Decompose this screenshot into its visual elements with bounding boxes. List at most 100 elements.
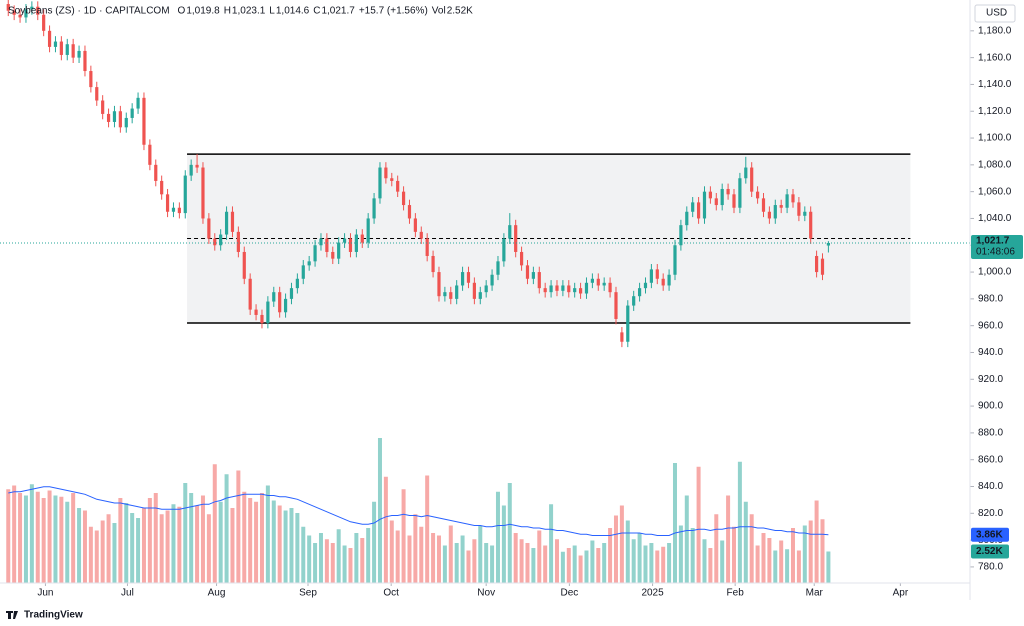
y-tick-label: 960.0	[978, 320, 1003, 331]
candle-body	[130, 108, 134, 118]
volume-bar	[6, 489, 11, 583]
candle-body	[455, 285, 459, 299]
volume-bar	[826, 551, 831, 583]
volume-bar	[501, 505, 506, 583]
volume-bar	[29, 484, 34, 583]
volume-bar	[490, 545, 495, 583]
candle-body	[655, 269, 659, 279]
candle-body	[342, 238, 347, 243]
volume-bar	[796, 550, 801, 583]
candle-body	[791, 194, 795, 203]
candle-body	[755, 191, 760, 199]
volume-bar	[608, 528, 613, 583]
volume-bar	[295, 513, 300, 583]
y-tick-label: 1,080.0	[978, 159, 1012, 170]
candle-body	[30, 6, 34, 10]
volume-bar	[749, 514, 754, 583]
legend-value: 1,014.6	[276, 6, 310, 17]
candle-body	[419, 231, 423, 239]
candle-body	[561, 285, 565, 291]
currency: USD	[986, 8, 1007, 19]
volume-bar	[372, 501, 377, 583]
volume-bar	[619, 505, 624, 583]
candle-body	[83, 50, 87, 72]
volume-bar	[543, 545, 548, 583]
candle-body	[673, 245, 677, 275]
volume-bar	[554, 539, 559, 583]
volume-bar	[354, 533, 359, 583]
volume-bar	[407, 535, 412, 583]
candle-body	[154, 164, 158, 181]
volume-bar	[118, 498, 123, 583]
volume-bar	[360, 538, 365, 583]
legend-key: H	[224, 6, 231, 17]
candle-body	[71, 44, 75, 58]
x-tick-label: Jun	[37, 588, 53, 599]
volume-bar	[513, 533, 518, 583]
volume-bar	[442, 545, 447, 583]
legend-value: 1,021.7	[321, 6, 355, 17]
volume-bar	[720, 540, 725, 583]
candle-body	[820, 258, 825, 275]
volume-bar	[678, 525, 683, 583]
volume-bar	[336, 529, 341, 583]
y-tick-label: 1,000.0	[978, 267, 1012, 278]
volume-bar	[171, 504, 176, 583]
volume-bar	[560, 551, 565, 583]
candle-body	[573, 288, 577, 293]
candle-body	[213, 238, 217, 246]
candle-body	[396, 180, 400, 192]
logo: TradingView	[24, 610, 83, 621]
volume-bar	[484, 543, 489, 583]
candle-body	[278, 292, 282, 313]
ma-label: 3.86K	[976, 529, 1003, 540]
volume-bar	[183, 483, 188, 583]
candle-body	[53, 41, 58, 47]
candle-body	[195, 164, 199, 168]
volume-bar	[200, 495, 205, 583]
volume-bar	[702, 539, 707, 583]
x-tick-label: Dec	[560, 588, 578, 599]
volume-label: 2.52K	[976, 546, 1003, 557]
volume-bar	[242, 491, 247, 583]
candle-body	[295, 278, 299, 289]
ma-tag	[971, 527, 1009, 542]
volume-bar	[478, 525, 483, 583]
candle-body	[89, 71, 93, 88]
currency-box[interactable]	[974, 4, 1016, 23]
volume-bar	[283, 510, 288, 583]
volume-bar	[47, 490, 52, 583]
candle-body	[124, 117, 128, 128]
candle-body	[42, 14, 46, 31]
candle-body	[596, 278, 600, 286]
candle-body	[12, 10, 16, 15]
volume-bar	[153, 493, 158, 583]
volume-bar	[206, 514, 211, 583]
candle-body	[761, 198, 766, 212]
volume-bar	[53, 495, 58, 583]
volume-bar	[613, 515, 618, 583]
candle-body	[814, 255, 819, 273]
volume-bar	[383, 476, 388, 583]
volume-bar	[141, 508, 146, 583]
candle-body	[478, 292, 482, 299]
candle-body	[390, 178, 394, 181]
volume-bar	[23, 495, 28, 583]
candle-body	[779, 205, 783, 208]
volume-bar	[106, 514, 111, 583]
candle-body	[101, 100, 105, 114]
candle-body	[578, 288, 583, 294]
volume-bar	[18, 493, 23, 583]
candle-body	[136, 97, 140, 109]
volume-bar	[519, 539, 524, 583]
candle-body	[696, 202, 701, 219]
candle-body	[348, 238, 353, 252]
candle-body	[525, 265, 530, 279]
volume-bar	[708, 548, 713, 583]
candle-body	[301, 265, 305, 279]
candle-body	[626, 305, 630, 342]
candle-body	[826, 242, 830, 246]
candle-body	[142, 97, 146, 145]
volume-bar	[159, 514, 164, 583]
volume-bar	[230, 508, 235, 583]
